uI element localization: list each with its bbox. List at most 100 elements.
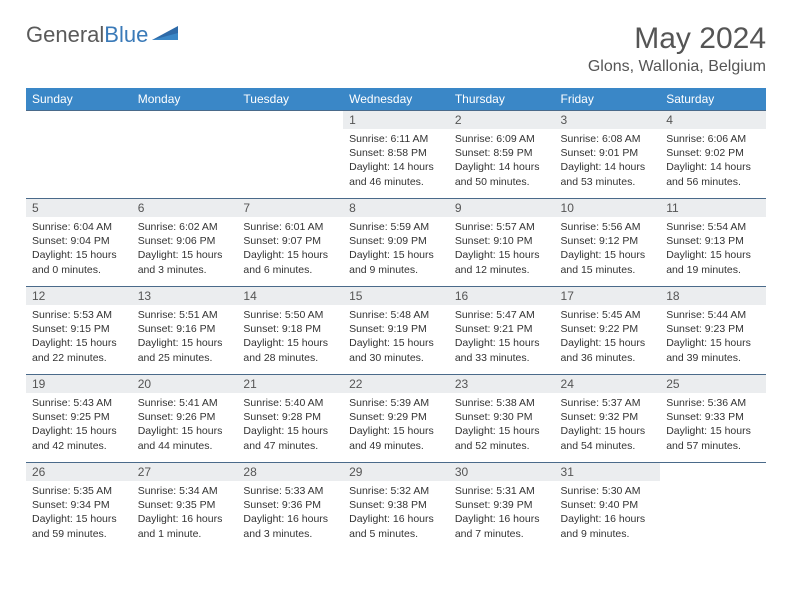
day-line-ss: Sunset: 9:33 PM <box>666 410 760 424</box>
calendar-day-cell: 2Sunrise: 6:09 AMSunset: 8:59 PMDaylight… <box>449 111 555 199</box>
calendar-day-cell: 11Sunrise: 5:54 AMSunset: 9:13 PMDayligh… <box>660 199 766 287</box>
day-line-ss: Sunset: 9:16 PM <box>138 322 232 336</box>
day-line-ss: Sunset: 9:29 PM <box>349 410 443 424</box>
day-details: Sunrise: 5:41 AMSunset: 9:26 PMDaylight:… <box>132 393 238 457</box>
day-details: Sunrise: 5:50 AMSunset: 9:18 PMDaylight:… <box>237 305 343 369</box>
weekday-header: Wednesday <box>343 88 449 111</box>
calendar-week-row: 19Sunrise: 5:43 AMSunset: 9:25 PMDayligh… <box>26 375 766 463</box>
day-line-ss: Sunset: 9:12 PM <box>561 234 655 248</box>
title-block: May 2024 Glons, Wallonia, Belgium <box>588 22 766 76</box>
day-line-ss: Sunset: 9:22 PM <box>561 322 655 336</box>
day-details: Sunrise: 5:40 AMSunset: 9:28 PMDaylight:… <box>237 393 343 457</box>
day-line-sr: Sunrise: 5:56 AM <box>561 220 655 234</box>
day-number: 18 <box>660 287 766 305</box>
day-line-dl2: and 3 minutes. <box>138 263 232 277</box>
day-line-dl1: Daylight: 16 hours <box>349 512 443 526</box>
day-number: 5 <box>26 199 132 217</box>
day-line-dl1: Daylight: 16 hours <box>455 512 549 526</box>
day-details: Sunrise: 5:57 AMSunset: 9:10 PMDaylight:… <box>449 217 555 281</box>
day-line-ss: Sunset: 9:07 PM <box>243 234 337 248</box>
day-line-sr: Sunrise: 5:40 AM <box>243 396 337 410</box>
day-number: 1 <box>343 111 449 129</box>
day-line-dl1: Daylight: 15 hours <box>561 424 655 438</box>
day-line-ss: Sunset: 9:06 PM <box>138 234 232 248</box>
day-line-sr: Sunrise: 5:30 AM <box>561 484 655 498</box>
day-line-dl2: and 56 minutes. <box>666 175 760 189</box>
day-line-dl2: and 47 minutes. <box>243 439 337 453</box>
day-line-dl1: Daylight: 15 hours <box>561 248 655 262</box>
day-number: 13 <box>132 287 238 305</box>
day-line-sr: Sunrise: 5:37 AM <box>561 396 655 410</box>
day-number: 15 <box>343 287 449 305</box>
day-line-dl2: and 57 minutes. <box>666 439 760 453</box>
day-line-ss: Sunset: 9:38 PM <box>349 498 443 512</box>
day-details: Sunrise: 5:45 AMSunset: 9:22 PMDaylight:… <box>555 305 661 369</box>
day-line-dl1: Daylight: 14 hours <box>349 160 443 174</box>
day-line-ss: Sunset: 8:58 PM <box>349 146 443 160</box>
day-details: Sunrise: 6:01 AMSunset: 9:07 PMDaylight:… <box>237 217 343 281</box>
day-line-dl1: Daylight: 15 hours <box>243 336 337 350</box>
day-number: 16 <box>449 287 555 305</box>
day-number: 26 <box>26 463 132 481</box>
day-line-sr: Sunrise: 5:33 AM <box>243 484 337 498</box>
day-line-sr: Sunrise: 6:01 AM <box>243 220 337 234</box>
day-number: 30 <box>449 463 555 481</box>
day-number: 8 <box>343 199 449 217</box>
day-line-ss: Sunset: 9:21 PM <box>455 322 549 336</box>
day-line-dl1: Daylight: 15 hours <box>32 248 126 262</box>
day-line-dl1: Daylight: 15 hours <box>243 424 337 438</box>
day-details: Sunrise: 5:32 AMSunset: 9:38 PMDaylight:… <box>343 481 449 545</box>
day-line-dl1: Daylight: 15 hours <box>349 336 443 350</box>
day-line-dl2: and 0 minutes. <box>32 263 126 277</box>
day-number: 27 <box>132 463 238 481</box>
day-line-ss: Sunset: 9:26 PM <box>138 410 232 424</box>
day-line-ss: Sunset: 9:25 PM <box>32 410 126 424</box>
calendar-week-row: 1Sunrise: 6:11 AMSunset: 8:58 PMDaylight… <box>26 111 766 199</box>
calendar-day-cell: 10Sunrise: 5:56 AMSunset: 9:12 PMDayligh… <box>555 199 661 287</box>
day-number: 2 <box>449 111 555 129</box>
day-line-sr: Sunrise: 5:34 AM <box>138 484 232 498</box>
calendar-day-cell: 5Sunrise: 6:04 AMSunset: 9:04 PMDaylight… <box>26 199 132 287</box>
day-line-ss: Sunset: 9:34 PM <box>32 498 126 512</box>
weekday-header: Monday <box>132 88 238 111</box>
day-line-dl1: Daylight: 15 hours <box>666 336 760 350</box>
day-details: Sunrise: 5:31 AMSunset: 9:39 PMDaylight:… <box>449 481 555 545</box>
day-number: 19 <box>26 375 132 393</box>
day-line-dl1: Daylight: 15 hours <box>32 424 126 438</box>
calendar-day-cell: 18Sunrise: 5:44 AMSunset: 9:23 PMDayligh… <box>660 287 766 375</box>
day-number: 7 <box>237 199 343 217</box>
day-line-ss: Sunset: 9:28 PM <box>243 410 337 424</box>
day-line-dl2: and 5 minutes. <box>349 527 443 541</box>
day-line-sr: Sunrise: 5:57 AM <box>455 220 549 234</box>
day-line-dl2: and 52 minutes. <box>455 439 549 453</box>
day-details: Sunrise: 5:30 AMSunset: 9:40 PMDaylight:… <box>555 481 661 545</box>
calendar-day-cell: 23Sunrise: 5:38 AMSunset: 9:30 PMDayligh… <box>449 375 555 463</box>
day-line-dl1: Daylight: 15 hours <box>349 248 443 262</box>
day-details: Sunrise: 6:06 AMSunset: 9:02 PMDaylight:… <box>660 129 766 193</box>
day-line-dl2: and 9 minutes. <box>561 527 655 541</box>
day-line-ss: Sunset: 8:59 PM <box>455 146 549 160</box>
day-details: Sunrise: 5:43 AMSunset: 9:25 PMDaylight:… <box>26 393 132 457</box>
day-number: 17 <box>555 287 661 305</box>
day-line-ss: Sunset: 9:01 PM <box>561 146 655 160</box>
calendar-day-cell: 19Sunrise: 5:43 AMSunset: 9:25 PMDayligh… <box>26 375 132 463</box>
calendar-day-cell: 15Sunrise: 5:48 AMSunset: 9:19 PMDayligh… <box>343 287 449 375</box>
day-details: Sunrise: 6:02 AMSunset: 9:06 PMDaylight:… <box>132 217 238 281</box>
day-details: Sunrise: 5:37 AMSunset: 9:32 PMDaylight:… <box>555 393 661 457</box>
day-line-dl1: Daylight: 16 hours <box>138 512 232 526</box>
day-details: Sunrise: 5:38 AMSunset: 9:30 PMDaylight:… <box>449 393 555 457</box>
day-line-sr: Sunrise: 5:45 AM <box>561 308 655 322</box>
calendar-day-cell <box>132 111 238 199</box>
day-line-sr: Sunrise: 5:44 AM <box>666 308 760 322</box>
day-line-dl1: Daylight: 15 hours <box>455 336 549 350</box>
day-line-dl1: Daylight: 14 hours <box>455 160 549 174</box>
location-label: Glons, Wallonia, Belgium <box>588 58 766 76</box>
day-line-dl2: and 22 minutes. <box>32 351 126 365</box>
day-line-sr: Sunrise: 6:08 AM <box>561 132 655 146</box>
day-details: Sunrise: 5:47 AMSunset: 9:21 PMDaylight:… <box>449 305 555 369</box>
calendar-day-cell: 22Sunrise: 5:39 AMSunset: 9:29 PMDayligh… <box>343 375 449 463</box>
day-line-dl1: Daylight: 15 hours <box>243 248 337 262</box>
day-line-dl2: and 53 minutes. <box>561 175 655 189</box>
calendar-header-row: SundayMondayTuesdayWednesdayThursdayFrid… <box>26 88 766 111</box>
day-details: Sunrise: 5:56 AMSunset: 9:12 PMDaylight:… <box>555 217 661 281</box>
